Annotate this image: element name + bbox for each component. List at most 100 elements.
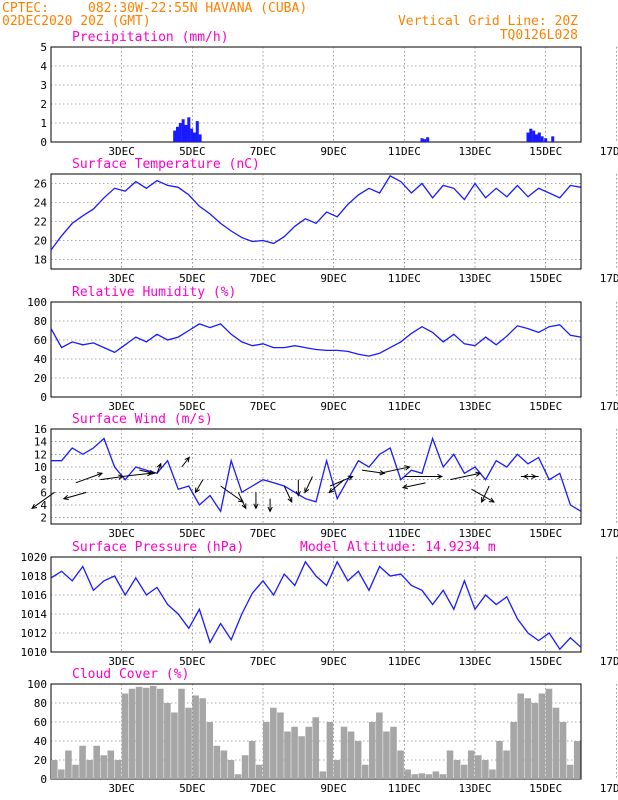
cloud-cover-bar	[397, 750, 404, 779]
rh-x-tick-label: 9DEC	[320, 400, 347, 413]
pres-x-tick-label: 3DEC	[108, 655, 135, 668]
cloud-cover-bar	[213, 745, 221, 779]
cloud-cover-bar	[376, 712, 383, 779]
cloud-cover-bar	[100, 755, 108, 779]
cloud-cover-bar	[305, 726, 312, 779]
precipitation-bar	[529, 128, 533, 142]
cloud-cover-bar	[199, 698, 206, 779]
precip-frame	[50, 46, 582, 143]
rh-x-tick-label: 15DEC	[529, 400, 562, 413]
temp-y-tick-label: 26	[34, 178, 47, 191]
precip-x-tick-label: 11DEC	[388, 145, 421, 158]
humidity-title: Relative Humidity (%)	[72, 285, 236, 300]
wind-arrow	[253, 492, 259, 510]
model-altitude-note: Model Altitude: 14.9234 m	[300, 540, 496, 555]
precip-y-tick-label: 1	[40, 117, 47, 130]
cloud-cover-bar	[255, 764, 263, 779]
cloud-cover-bar	[333, 760, 341, 779]
wind-arrow	[194, 479, 204, 494]
precip-y-tick-label: 4	[40, 60, 47, 73]
rh-y-tick-label: 0	[40, 391, 47, 404]
wind-arrow	[404, 473, 443, 480]
wind-y-tick-label: 2	[40, 512, 47, 525]
cloud-cover-bar	[142, 687, 150, 779]
cloud-cover-bar	[178, 688, 185, 779]
wind-y-tick-label: 12	[34, 448, 47, 461]
cloud-cover-bar	[319, 771, 327, 779]
cloud-cover-bar	[206, 722, 214, 779]
pres-y-tick-label: 1010	[21, 646, 48, 659]
rh-x-tick-label: 3DEC	[108, 400, 135, 413]
temperature-title: Surface Temperature (nC)	[72, 157, 260, 172]
precip-x-tick-label: 3DEC	[108, 145, 135, 158]
cloud-cover-bar	[326, 722, 334, 779]
precipitation-bar	[537, 132, 541, 142]
cloud-y-tick-label: 60	[34, 716, 47, 729]
cloud-y-tick-label: 20	[34, 754, 47, 767]
wind-arrow	[100, 474, 125, 481]
pres-y-tick-label: 1012	[21, 627, 48, 640]
cloud-cover-bar	[72, 764, 79, 779]
cloud-cover-bar	[192, 695, 199, 779]
cloud-cover-bar	[369, 722, 376, 779]
wind-x-tick-label: 9DEC	[320, 527, 347, 540]
cloud-cover-bar	[149, 685, 157, 779]
pressure-title: Surface Pressure (hPa)	[72, 540, 244, 555]
cloud-cover-bar	[58, 769, 65, 779]
pres-y-tick-label: 1018	[21, 570, 48, 583]
rh-y-tick-label: 40	[34, 353, 47, 366]
pres-y-tick-label: 1020	[21, 551, 48, 564]
cloud-x-tick-label: 13DEC	[458, 782, 491, 795]
cloud-x-tick-label: 3DEC	[108, 782, 135, 795]
pres-series-line	[50, 560, 582, 651]
wind-x-tick-label: 11DEC	[388, 527, 421, 540]
precipitation-bar	[423, 139, 427, 142]
pres-y-tick-label: 1016	[21, 589, 48, 602]
precipitation-bar	[420, 138, 424, 142]
wind-arrow	[156, 462, 162, 474]
cloud-cover-bar	[552, 707, 560, 779]
cloud-cover-bar	[475, 755, 482, 779]
rh-y-tick-label: 80	[34, 315, 47, 328]
temp-y-tick-label: 22	[34, 216, 47, 229]
cloud-x-tick-label: 15DEC	[529, 782, 562, 795]
cloud-cover-bar	[517, 693, 524, 779]
wind-y-tick-label: 16	[34, 423, 47, 436]
temp-x-tick-label: 15DEC	[529, 272, 562, 285]
cloud-cover-bar	[128, 688, 136, 779]
wind-x-tick-label: 3DEC	[108, 527, 135, 540]
precipitation-bar	[187, 117, 191, 142]
wind-arrow	[181, 456, 190, 468]
wind-arrow	[329, 475, 354, 487]
cloud-cover-bar	[446, 750, 454, 779]
precip-x-tick-label: 13DEC	[458, 145, 491, 158]
cloud-y-tick-label: 0	[40, 773, 47, 786]
cloud-x-tick-label: 9DEC	[320, 782, 347, 795]
cloud-cover-bar	[157, 688, 164, 779]
cloud-cover-bar	[65, 750, 72, 779]
rh-x-tick-label: 13DEC	[458, 400, 491, 413]
cloud-cover-bar	[545, 688, 553, 779]
cloud-cover-bar	[361, 764, 369, 779]
temp-y-tick-label: 20	[34, 235, 47, 248]
cloud-cover-bar	[298, 736, 305, 779]
precip-y-tick-label: 3	[40, 79, 47, 92]
precip-x-tick-label: 17DEC	[600, 145, 618, 158]
wind-title: Surface Wind (m/s)	[72, 412, 213, 427]
wind-y-tick-label: 4	[40, 499, 47, 512]
cloud-cover-bar	[573, 741, 581, 779]
wind-x-tick-label: 7DEC	[250, 527, 277, 540]
cloud-cover-bar	[51, 760, 58, 779]
rh-x-tick-label: 5DEC	[179, 400, 206, 413]
cloud-cover-bar	[418, 773, 426, 779]
wind-x-tick-label: 5DEC	[179, 527, 206, 540]
temp-x-tick-label: 17DEC	[600, 272, 618, 285]
wind-arrow	[237, 492, 247, 510]
temp-y-tick-label: 24	[34, 197, 48, 210]
precipitation-bar	[192, 132, 196, 142]
precipitation-bar	[178, 123, 182, 142]
temp-x-tick-label: 3DEC	[108, 272, 135, 285]
precipitation-bar	[190, 128, 194, 142]
cloud-cover-bar	[460, 764, 468, 779]
rh-y-tick-label: 100	[27, 296, 47, 309]
